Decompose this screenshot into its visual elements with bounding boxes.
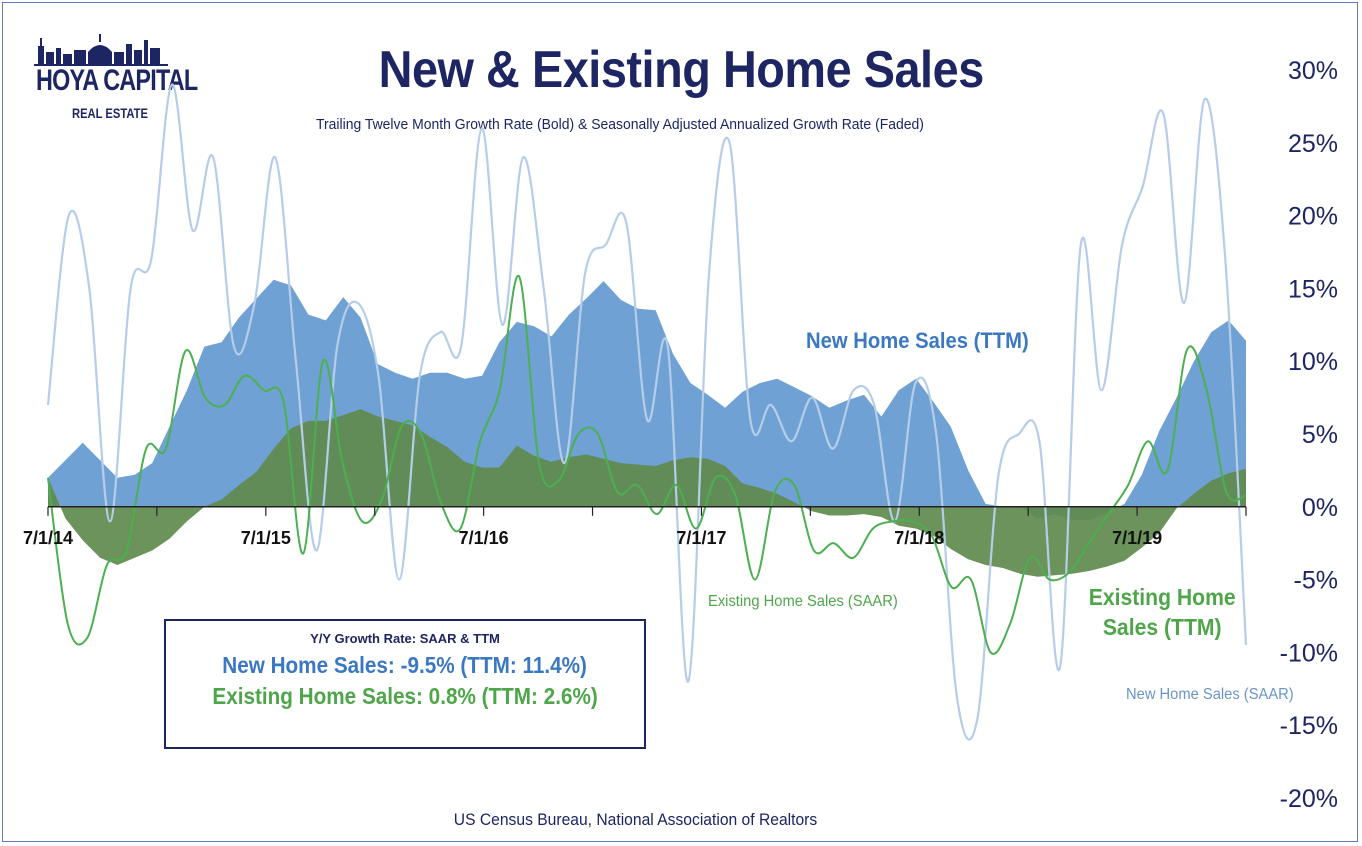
line-new-home-sales-saar (46, 83, 1248, 741)
label-existing-home-sales-saar: Existing Home Sales (SAAR) (708, 593, 898, 610)
info-box-heading: Y/Y Growth Rate: SAAR & TTM (310, 631, 500, 646)
logo-skyline-icon (34, 34, 168, 66)
label-existing-ttm-line1: Existing Home (1088, 584, 1236, 610)
label-new-home-sales-ttm: New Home Sales (TTM) (806, 328, 1029, 353)
y-tick-label: 10% (1288, 348, 1338, 376)
logo-subtext: REAL ESTATE (72, 105, 148, 121)
label-existing-home-sales-ttm: Existing Home Sales (TTM) (1084, 582, 1240, 642)
area-existing-home-sales-ttm (48, 409, 1246, 577)
x-tick-label: 7/1/16 (459, 528, 509, 548)
line-existing-home-sales-saar (47, 274, 1247, 655)
y-tick-label: 25% (1288, 130, 1338, 158)
chart-title: New & Existing Home Sales (378, 41, 984, 99)
info-box-existing-home-sales: Existing Home Sales: 0.8% (TTM: 2.6%) (212, 683, 598, 709)
y-tick-label: 30% (1288, 57, 1338, 85)
logo-text: HOYA CAPITAL (36, 64, 198, 97)
y-tick-label: 20% (1288, 203, 1338, 231)
chart-subtitle: Trailing Twelve Month Growth Rate (Bold)… (316, 116, 924, 133)
x-tick-label: 7/1/15 (241, 528, 291, 548)
y-tick-label: 15% (1288, 275, 1338, 303)
x-tick-label: 7/1/14 (23, 528, 73, 548)
y-tick-label: 0% (1302, 494, 1338, 522)
y-tick-label: 5% (1302, 421, 1338, 449)
y-tick-label: -5% (1294, 567, 1338, 595)
x-tick-label: 7/1/19 (1112, 528, 1162, 548)
growth-rate-info-box: Y/Y Growth Rate: SAAR & TTM New Home Sal… (164, 619, 646, 749)
y-tick-label: -15% (1280, 712, 1338, 740)
source-note: US Census Bureau, National Association o… (453, 810, 817, 829)
info-box-new-home-sales: New Home Sales: -9.5% (TTM: 11.4%) (222, 652, 588, 678)
label-new-home-sales-saar: New Home Sales (SAAR) (1126, 686, 1294, 703)
y-tick-label: -10% (1280, 639, 1338, 667)
label-existing-ttm-line2: Sales (TTM) (1102, 614, 1222, 640)
x-tick-label: 7/1/17 (676, 528, 726, 548)
x-tick-label: 7/1/18 (894, 528, 944, 548)
y-tick-label: -20% (1280, 785, 1338, 813)
